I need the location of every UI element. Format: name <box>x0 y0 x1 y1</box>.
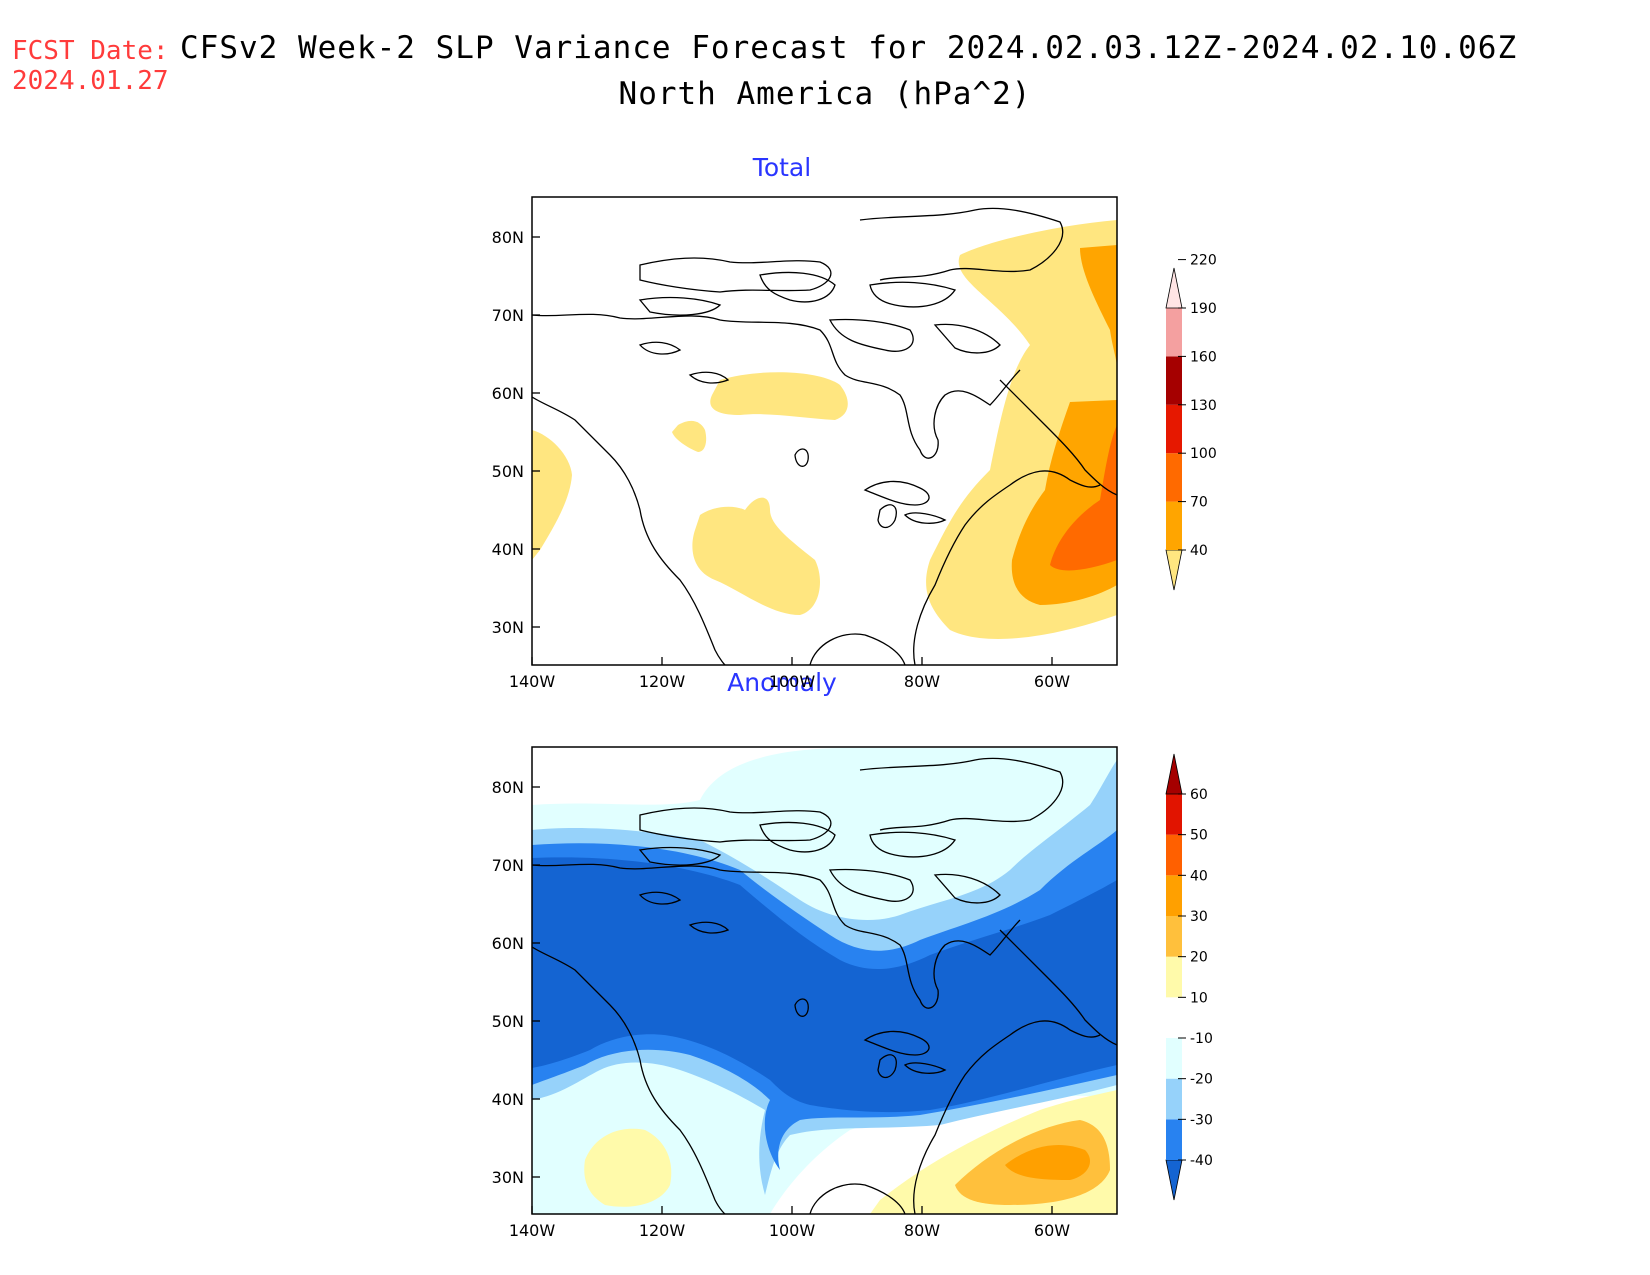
total-colorbar-high-extension <box>1165 267 1183 309</box>
total-colorbar-swatch <box>1166 501 1182 550</box>
lat-tick-label: 50N <box>492 462 524 481</box>
anomaly-colorbar-label: -10 <box>1190 1031 1213 1047</box>
anomaly-colorbar-swatch <box>1166 1078 1182 1120</box>
total-colorbar-label: 40 <box>1190 543 1208 559</box>
total-panel-title: Total <box>752 153 812 182</box>
lat-tick-label: 80N <box>492 228 524 247</box>
total-colorbar-swatch <box>1166 453 1182 502</box>
anomaly-colorbar-high-extension <box>1165 753 1183 795</box>
anomaly-colorbar-label: 40 <box>1190 868 1208 884</box>
forecast-date-label: FCST Date: <box>12 36 169 66</box>
anomaly-coastlines <box>532 757 1117 1214</box>
anomaly-colorbar-label: 60 <box>1190 787 1208 803</box>
lat-tick-label: 70N <box>492 856 524 875</box>
lon-tick-label: 120W <box>639 672 686 691</box>
lat-tick-label: 60N <box>492 384 524 403</box>
anomaly-colorbar-low-extension <box>1165 1159 1183 1201</box>
total-colorbar-label: 160 <box>1190 349 1217 365</box>
total-colorbar-swatch <box>1166 308 1182 357</box>
lat-tick-label: 50N <box>492 1012 524 1031</box>
lon-tick-label: 140W <box>509 672 556 691</box>
anomaly-colorbar-swatch <box>1166 997 1182 1038</box>
anomaly-colorbar-label: 10 <box>1190 990 1208 1006</box>
anomaly-colorbar-swatch <box>1166 916 1182 957</box>
total-colorbar-label: 100 <box>1190 446 1217 462</box>
lat-tick-label: 30N <box>492 618 524 637</box>
anomaly-map-frame <box>531 746 1118 1215</box>
anomaly-colorbar-label: 30 <box>1190 909 1208 925</box>
lon-tick-label: 60W <box>1034 672 1070 691</box>
anomaly-colorbar-label: -20 <box>1190 1072 1213 1088</box>
lon-tick-label: 120W <box>639 1221 686 1240</box>
lon-tick-label: 80W <box>904 1221 940 1240</box>
lat-tick-label: 40N <box>492 540 524 559</box>
total-colorbar-label: 190 <box>1190 301 1217 317</box>
anomaly-colorbar-swatch <box>1166 794 1182 835</box>
total-shading <box>532 197 1117 665</box>
total-map-frame <box>531 196 1118 666</box>
lon-tick-label: 60W <box>1034 1221 1070 1240</box>
anomaly-colorbar-label: 50 <box>1190 828 1208 844</box>
lon-tick-label: 140W <box>509 1221 556 1240</box>
lon-tick-label: 80W <box>904 672 940 691</box>
total-colorbar-swatch <box>1166 356 1182 405</box>
lat-tick-label: 70N <box>492 306 524 325</box>
anomaly-colorbar-label: -40 <box>1190 1153 1213 1169</box>
anomaly-panel-title: Anomaly <box>727 668 837 697</box>
total-colorbar-label: 220 <box>1190 253 1217 269</box>
total-coastlines <box>532 207 1117 665</box>
page-title: CFSv2 Week-2 SLP Variance Forecast for 2… <box>180 30 1518 66</box>
lon-tick-label: 100W <box>769 1221 816 1240</box>
total-colorbar-label: 70 <box>1190 495 1208 511</box>
lat-tick-label: 40N <box>492 1090 524 1109</box>
total-colorbar-label: 130 <box>1190 398 1217 414</box>
anomaly-colorbar-swatch <box>1166 875 1182 916</box>
lat-tick-label: 80N <box>492 778 524 797</box>
total-colorbar-low-extension <box>1165 549 1183 591</box>
anomaly-colorbar-swatch <box>1166 1119 1182 1160</box>
lon-tick-label: 100W <box>769 672 816 691</box>
page-subtitle: North America (hPa^2) <box>618 76 1032 112</box>
anomaly-colorbar-label: -30 <box>1190 1112 1213 1128</box>
anomaly-colorbar-swatch <box>1166 956 1182 998</box>
total-colorbar-swatch <box>1166 404 1182 454</box>
forecast-date-block: FCST Date: 2024.01.27 <box>12 36 169 96</box>
lat-tick-label: 60N <box>492 934 524 953</box>
anomaly-colorbar-label: 20 <box>1190 950 1208 966</box>
anomaly-colorbar-swatch <box>1166 1038 1182 1079</box>
anomaly-colorbar-swatch <box>1166 834 1182 876</box>
forecast-date-value: 2024.01.27 <box>12 66 169 96</box>
lat-tick-label: 30N <box>492 1168 524 1187</box>
